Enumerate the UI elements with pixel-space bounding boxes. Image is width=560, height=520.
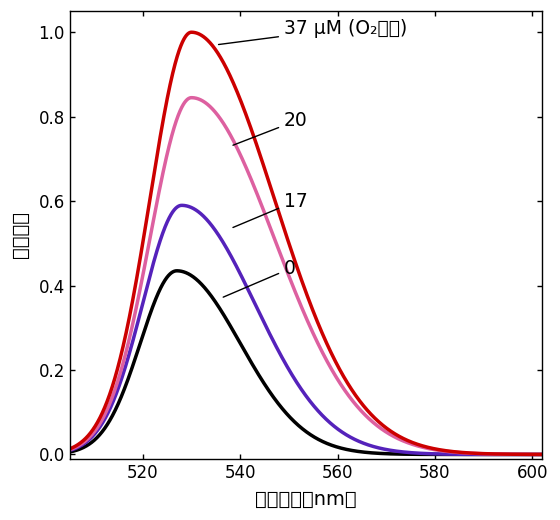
Y-axis label: 蚕光強度: 蚕光強度	[11, 212, 30, 258]
Text: 37 μM (O₂濃度): 37 μM (O₂濃度)	[218, 19, 407, 45]
X-axis label: 蚕光波長（nm）: 蚕光波長（nm）	[255, 490, 357, 509]
Text: 17: 17	[233, 192, 307, 227]
Text: 0: 0	[223, 259, 296, 297]
Text: 20: 20	[233, 111, 307, 145]
